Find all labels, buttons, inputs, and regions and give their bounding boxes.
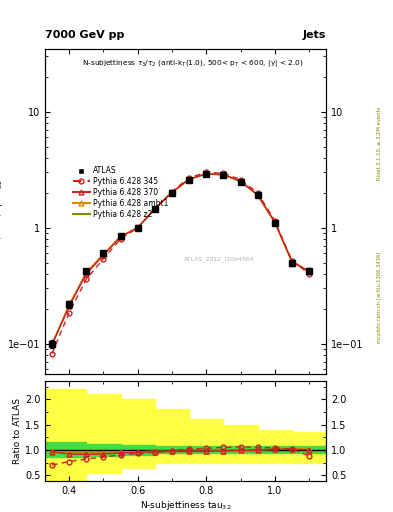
Y-axis label: Ratio to ATLAS: Ratio to ATLAS — [13, 398, 22, 464]
Legend: ATLAS, Pythia 6.428 345, Pythia 6.428 370, Pythia 6.428 ambt1, Pythia 6.428 z2: ATLAS, Pythia 6.428 345, Pythia 6.428 37… — [72, 165, 170, 220]
X-axis label: N-subjettiness tau$_{32}$: N-subjettiness tau$_{32}$ — [140, 499, 231, 512]
Text: mcplots.cern.ch [arXiv:1306.3436]: mcplots.cern.ch [arXiv:1306.3436] — [377, 251, 382, 343]
Text: Rivet 3.1.10, ≥ 3.2M events: Rivet 3.1.10, ≥ 3.2M events — [377, 106, 382, 180]
Text: ATLAS_2012_I1094564: ATLAS_2012_I1094564 — [184, 256, 255, 262]
Text: 7000 GeV pp: 7000 GeV pp — [45, 30, 125, 40]
Y-axis label: 1/σ dσ/d|tau$_{32}$: 1/σ dσ/d|tau$_{32}$ — [0, 179, 5, 244]
Text: N-subjettiness $\tau_3/\tau_2$ (anti-k$_T$(1.0), 500< p$_T$ < 600, |y| < 2.0): N-subjettiness $\tau_3/\tau_2$ (anti-k$_… — [82, 58, 303, 70]
Text: Jets: Jets — [303, 30, 326, 40]
